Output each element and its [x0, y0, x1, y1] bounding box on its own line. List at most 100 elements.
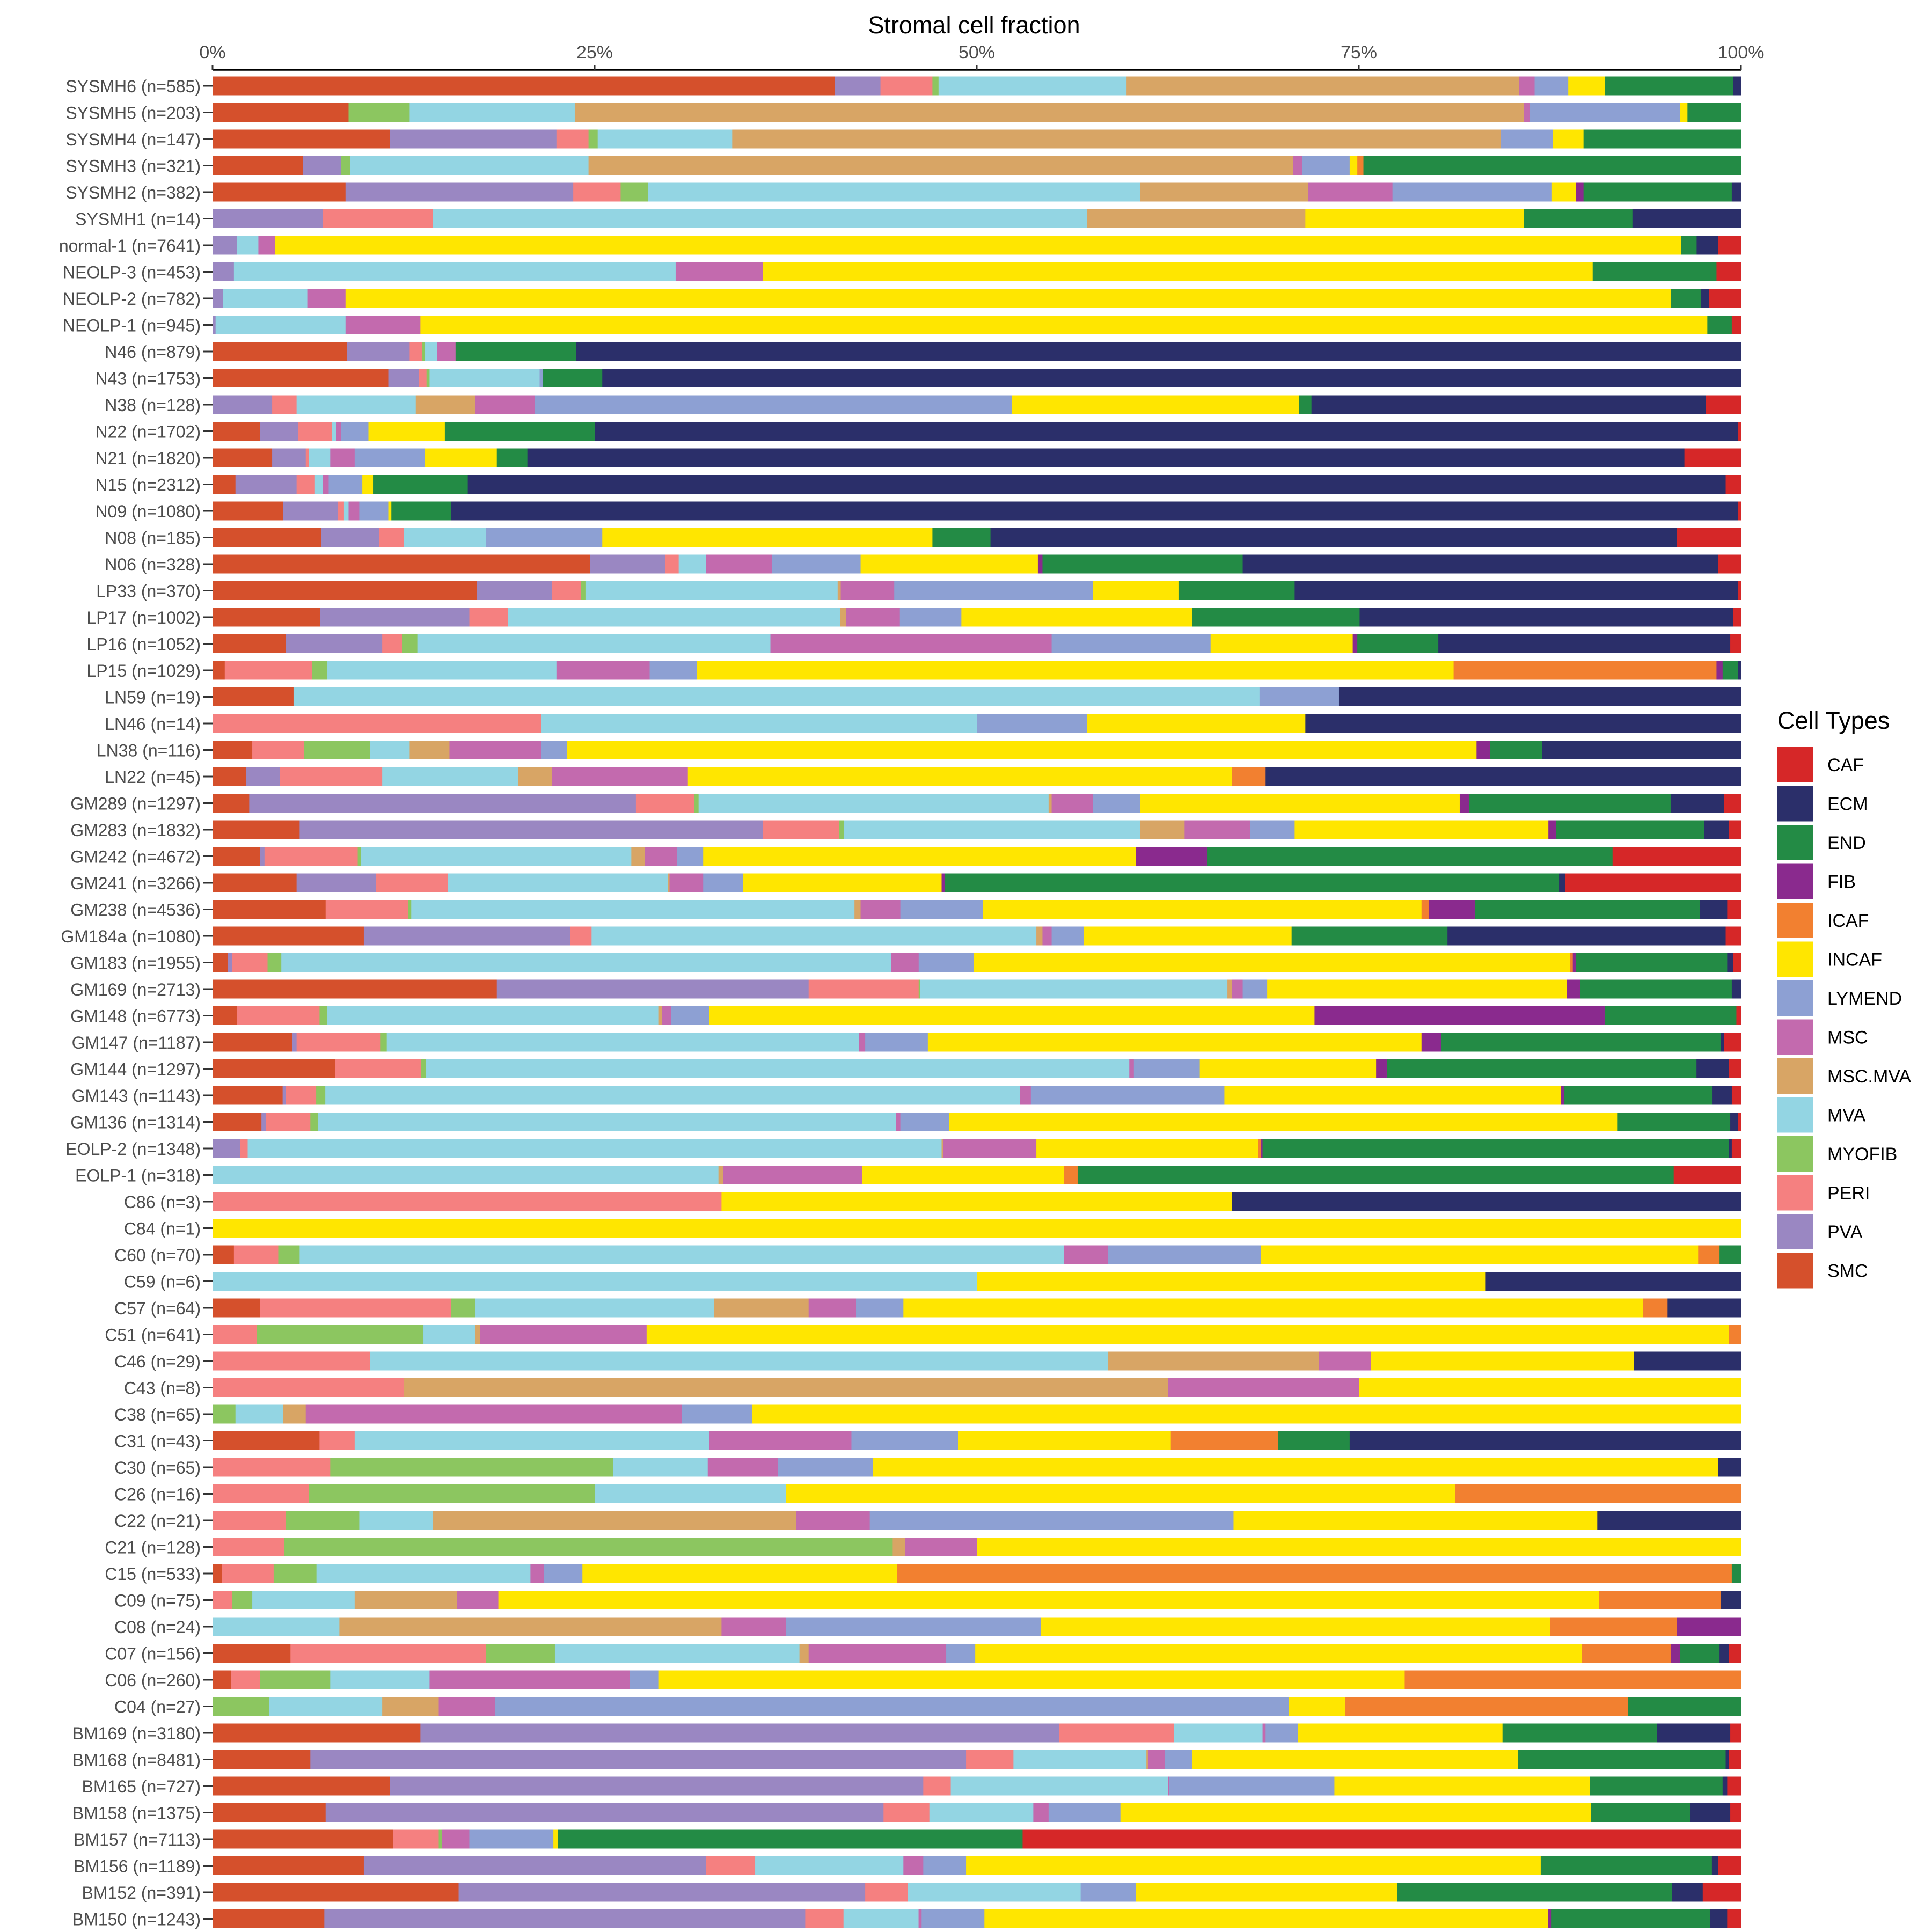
- bar-segment-incaf: [1012, 395, 1300, 414]
- bar-segment-peri: [213, 1378, 404, 1397]
- bar-segment-lymend: [1302, 156, 1350, 175]
- bar-row-c31-n-43: C31 (n=43): [114, 1431, 1741, 1451]
- bar-segment-caf: [1565, 873, 1741, 892]
- bar-segment-msc-mva: [433, 1511, 797, 1530]
- bar-segment-mva: [448, 873, 669, 892]
- bar-row-ln59-n-19: LN59 (n=19): [105, 687, 1741, 707]
- bar-segment-lymend: [671, 1006, 710, 1025]
- bar-segment-incaf: [1568, 76, 1606, 96]
- bar-segment-smc: [213, 608, 321, 627]
- bar-segment-mva: [252, 1591, 355, 1609]
- bar-segment-end: [496, 448, 528, 467]
- row-label: C86 (n=3): [124, 1192, 201, 1212]
- row-label: C04 (n=27): [114, 1697, 201, 1717]
- legend-item-icaf: ICAF: [1777, 903, 1869, 938]
- bar-segment-icaf: [1453, 661, 1717, 680]
- bar-segment-pva: [420, 1723, 1060, 1743]
- bar-segment-peri: [213, 1351, 370, 1371]
- bar-segment-ecm: [1731, 979, 1741, 999]
- bar-segment-msc-mva: [732, 129, 1502, 149]
- legend-swatch: [1777, 863, 1813, 899]
- bar-segment-msc-mva: [475, 1325, 480, 1344]
- bar-segment-peri: [573, 182, 621, 202]
- bar-segment-incaf: [1093, 581, 1179, 600]
- bar-segment-peri: [213, 1484, 310, 1503]
- bar-segment-mva: [843, 1909, 919, 1928]
- bar-segment-msc-mva: [1140, 820, 1185, 839]
- bar-segment-peri: [335, 1059, 422, 1078]
- bar-segment-mva: [213, 1272, 977, 1291]
- bar-row-n06-n-328: N06 (n=328): [105, 554, 1741, 574]
- bar-segment-fib: [1576, 182, 1584, 202]
- row-label: LP33 (n=370): [96, 582, 201, 601]
- bar-segment-incaf: [213, 1219, 1741, 1238]
- bar-row-gm241-n-3266: GM241 (n=3266): [70, 873, 1741, 893]
- row-label: C31 (n=43): [114, 1432, 201, 1451]
- bar-segment-smc: [213, 873, 297, 892]
- bar-segment-end: [1731, 1564, 1741, 1583]
- bar-segment-incaf: [1298, 1723, 1503, 1743]
- bar-segment-mva: [370, 1351, 1109, 1371]
- bar-segment-end: [391, 501, 451, 521]
- bar-segment-myofib: [451, 1298, 476, 1318]
- legend-swatch: [1777, 747, 1813, 782]
- bar-segment-caf: [1724, 1033, 1741, 1052]
- bar-segment-ecm: [1265, 767, 1741, 786]
- bar-segment-mva: [417, 634, 771, 653]
- legend: Cell Types CAF ECM END FIB ICAF INCAF LYMEND MS…: [1777, 707, 1911, 1289]
- bar-segment-end: [1605, 1006, 1737, 1025]
- bar-segment-icaf: [1729, 1325, 1741, 1344]
- bar-segment-fib: [1572, 953, 1577, 972]
- bar-segment-caf: [1725, 926, 1741, 946]
- bar-segment-myofib: [284, 1538, 893, 1556]
- row-label: SYSMH3 (n=321): [65, 157, 201, 176]
- bar-segment-end: [1077, 1166, 1674, 1184]
- bar-segment-ecm: [527, 448, 1685, 467]
- bar-segment-msc: [336, 422, 341, 441]
- bar-segment-mva: [678, 554, 707, 574]
- bar-segment-ecm: [1719, 1644, 1729, 1663]
- row-label: LN38 (n=116): [97, 741, 201, 760]
- bar-row-bm168-n-8481: BM168 (n=8481): [72, 1750, 1741, 1770]
- bar-segment-end: [1502, 1723, 1657, 1743]
- bar-segment-pva: [282, 1086, 286, 1105]
- bar-segment-peri: [237, 1006, 320, 1025]
- bar-segment-mva: [309, 448, 331, 467]
- bar-segment-msc-mva: [518, 767, 552, 786]
- bar-segment-myofib: [257, 1325, 424, 1344]
- bar-segment-msc-mva: [631, 847, 646, 866]
- bar-row-gm169-n-2713: GM169 (n=2713): [70, 979, 1741, 999]
- row-label: C06 (n=260): [105, 1671, 201, 1690]
- bar-segment-mva: [213, 1166, 719, 1184]
- bar-segment-end: [1591, 1803, 1691, 1822]
- bar-segment-end: [455, 342, 577, 361]
- bar-row-bm156-n-1189: BM156 (n=1189): [74, 1856, 1741, 1876]
- bar-row-gm148-n-6773: GM148 (n=6773): [70, 1006, 1741, 1026]
- bar-segment-msc: [675, 262, 763, 281]
- legend-label: MYOFIB: [1827, 1144, 1897, 1165]
- bar-segment-incaf: [646, 1325, 1729, 1344]
- bar-segment-msc: [891, 953, 919, 972]
- bar-row-sysmh3-n-321: SYSMH3 (n=321): [65, 156, 1741, 176]
- bar-segment-msc: [1262, 1723, 1266, 1743]
- bar-row-c57-n-64: C57 (n=64): [114, 1298, 1741, 1318]
- bar-segment-lymend: [359, 501, 389, 521]
- legend-swatch: [1777, 980, 1813, 1016]
- bar-segment-msc: [480, 1325, 647, 1344]
- bar-segment-ecm: [602, 369, 1741, 387]
- bar-segment-smc: [213, 767, 247, 786]
- bar-segment-incaf: [763, 262, 1593, 281]
- bar-segment-pva: [458, 1883, 866, 1902]
- bar-segment-peri: [883, 1803, 930, 1822]
- bar-row-n46-n-879: N46 (n=879): [105, 342, 1741, 362]
- row-label: N08 (n=185): [105, 529, 201, 548]
- x-tick-label: 0%: [199, 42, 225, 63]
- bar-segment-caf: [1738, 581, 1741, 600]
- bar-segment-fib: [1476, 741, 1491, 759]
- bar-segment-fib: [1352, 634, 1358, 653]
- bar-segment-peri: [865, 1883, 909, 1902]
- bar-segment-msc: [1168, 1776, 1170, 1796]
- bar-segment-end: [1363, 156, 1741, 175]
- bar-segment-incaf: [368, 422, 445, 441]
- bar-row-ln22-n-45: LN22 (n=45): [105, 767, 1741, 787]
